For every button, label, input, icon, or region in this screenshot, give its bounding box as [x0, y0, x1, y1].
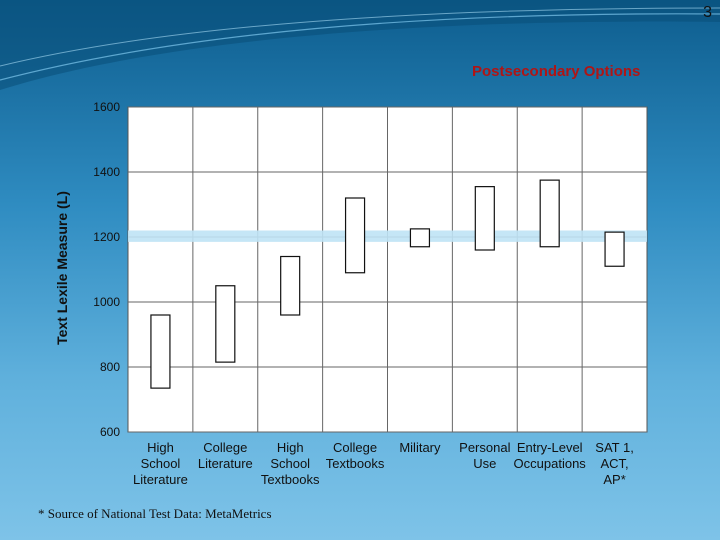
y-tick-label: 1600: [93, 100, 120, 114]
range-bar: [215, 285, 236, 363]
category-label: High School Textbooks: [261, 440, 320, 487]
category-label-line: College: [333, 440, 377, 455]
y-tick-label: 1000: [93, 295, 120, 309]
page-number: 3: [703, 4, 712, 21]
category-label-line: Personal: [459, 440, 510, 455]
category-label: Military: [399, 440, 441, 455]
category-label-line: School: [270, 456, 310, 471]
y-tick-label: 1200: [93, 230, 120, 244]
range-bar: [474, 186, 495, 251]
range-bar: [344, 197, 366, 274]
range-bar: [280, 255, 301, 316]
category-label-line: ACT,: [600, 456, 628, 471]
category-label-line: Textbooks: [261, 472, 320, 487]
y-axis-label: Text Lexile Measure (L): [54, 191, 70, 345]
range-bar: [604, 231, 625, 267]
category-label-line: Entry-Level: [517, 440, 583, 455]
category-label-line: College: [203, 440, 247, 455]
category-label: High School Literature: [133, 440, 188, 487]
category-label-line: High: [147, 440, 174, 455]
category-label-line: Literature: [198, 456, 253, 471]
y-tick-label: 600: [100, 425, 120, 439]
postsecondary-options-title: Postsecondary Options: [472, 63, 641, 80]
category-label-line: SAT 1,: [595, 440, 634, 455]
y-tick-label: 1400: [93, 165, 120, 179]
category-label: Personal Use: [459, 440, 510, 471]
range-bar: [539, 179, 560, 248]
category-label: College Textbooks: [326, 440, 385, 471]
category-label-line: Literature: [133, 472, 188, 487]
category-label: SAT 1, ACT, AP*: [595, 440, 634, 487]
reference-band: [128, 230, 647, 242]
range-bar: [150, 314, 171, 389]
range-bar: [409, 228, 431, 248]
category-label-line: School: [141, 456, 181, 471]
category-label: College Literature: [198, 440, 253, 471]
category-label-line: Military: [399, 440, 441, 455]
y-tick-label: 800: [100, 360, 120, 374]
category-label: Entry-Level Occupations: [514, 440, 587, 471]
source-note: * Source of National Test Data: MetaMetr…: [38, 506, 272, 521]
category-label-line: High: [277, 440, 304, 455]
category-label-line: AP*: [603, 472, 625, 487]
category-label-line: Use: [473, 456, 496, 471]
category-label-line: Occupations: [514, 456, 587, 471]
category-label-line: Textbooks: [326, 456, 385, 471]
